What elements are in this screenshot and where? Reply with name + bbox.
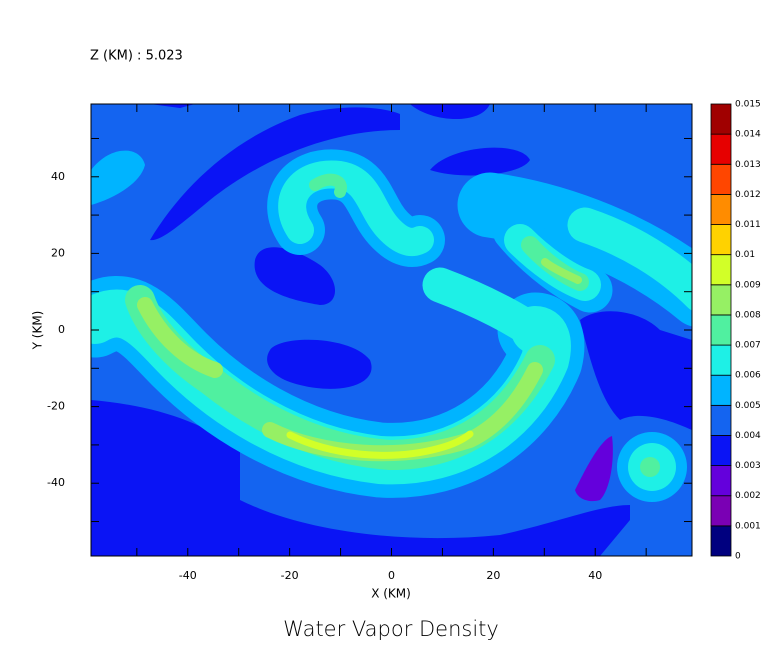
- colorbar-label: 0.003: [735, 461, 761, 471]
- colorbar-label: 0.004: [735, 431, 761, 441]
- colorbar-label: 0.014: [735, 130, 761, 140]
- colorbar-swatch: [710, 314, 732, 346]
- colorbar-label: 0.015: [735, 100, 761, 110]
- contour-band: [640, 457, 660, 477]
- y-tick-label: -20: [47, 400, 65, 413]
- colorbar-swatch: [710, 284, 732, 316]
- contour-band: [91, 150, 145, 205]
- contours: [91, 104, 692, 556]
- x-tick-label: -20: [281, 569, 299, 582]
- colorbar-swatch: [710, 224, 732, 256]
- contour-band: [567, 207, 692, 311]
- colorbar-swatch: [710, 344, 732, 376]
- contour-band: [254, 247, 335, 305]
- subtitle: Z (KM) : 5.023: [90, 49, 183, 64]
- colorbar-label: 0: [735, 552, 741, 562]
- y-axis-label: Y (KM): [31, 311, 45, 351]
- colorbar-label: 0.013: [735, 160, 761, 170]
- contour-band: [541, 258, 582, 284]
- contour-band: [430, 147, 530, 176]
- x-tick-label: -40: [179, 569, 197, 582]
- colorbar-swatch: [710, 193, 732, 225]
- x-axis-label: X (KM): [371, 587, 411, 601]
- contour-band: [150, 107, 400, 241]
- contour-band: [267, 339, 372, 389]
- colorbar-label: 0.001: [735, 521, 761, 531]
- x-tick-label: 0: [388, 569, 395, 582]
- colorbar-label: 0.005: [735, 401, 761, 411]
- x-tick-label: 40: [588, 569, 602, 582]
- colorbar-swatch: [710, 495, 732, 527]
- contour-band: [309, 173, 347, 198]
- colorbar-swatch: [710, 133, 732, 165]
- colorbar-label: 0.012: [735, 190, 761, 200]
- colorbar-swatch: [710, 254, 732, 286]
- colorbar-label: 0.006: [735, 371, 761, 381]
- y-tick-label: 0: [58, 323, 65, 336]
- contour-band: [422, 267, 563, 358]
- colorbar-swatch: [710, 404, 732, 436]
- y-tick-label: 20: [51, 246, 65, 259]
- colorbar-label: 0.011: [735, 220, 761, 230]
- contour-band: [91, 400, 630, 556]
- y-tick-label: 40: [51, 170, 65, 183]
- colorbar-swatch: [710, 435, 732, 467]
- contour-band: [286, 430, 474, 459]
- colorbar-swatch: [710, 465, 732, 497]
- contour-band: [278, 160, 434, 256]
- contour-band: [150, 104, 490, 120]
- colorbar-label: 0.01: [735, 250, 755, 260]
- colorbar-swatch: [710, 103, 732, 135]
- x-tick-label: 20: [486, 569, 500, 582]
- colorbar-swatch: [710, 163, 732, 195]
- colorbar-label: 0.007: [735, 341, 761, 351]
- contour-band: [580, 311, 692, 430]
- colorbar-swatch: [710, 374, 732, 406]
- chart-title: Water Vapor Density: [283, 617, 499, 641]
- colorbar-label: 0.009: [735, 280, 761, 290]
- colorbar-swatch: [710, 525, 732, 557]
- colorbar-label: 0.008: [735, 310, 761, 320]
- colorbar-label: 0.002: [735, 491, 761, 501]
- y-tick-label: -40: [47, 476, 65, 489]
- contour-band: [575, 436, 613, 502]
